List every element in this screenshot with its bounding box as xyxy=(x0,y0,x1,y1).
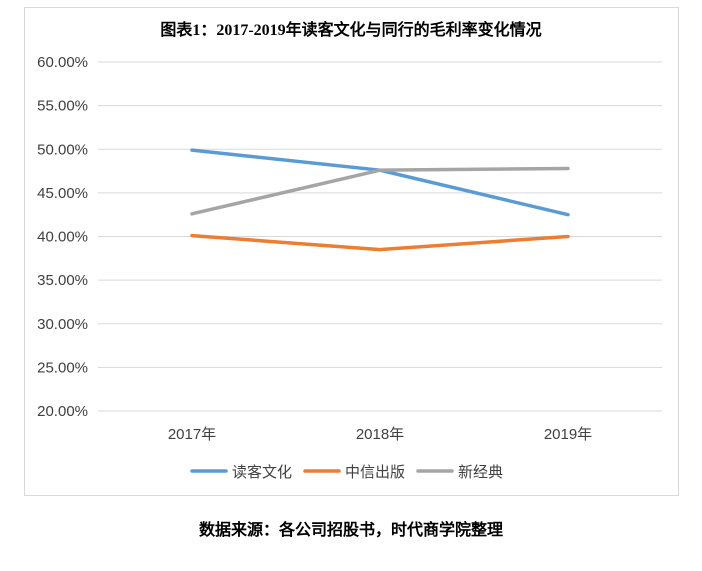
y-tick-label: 45.00% xyxy=(37,185,88,202)
y-tick-label: 20.00% xyxy=(37,403,88,420)
y-tick-label: 40.00% xyxy=(37,229,88,246)
y-tick-label: 60.00% xyxy=(37,54,88,71)
y-tick-label: 55.00% xyxy=(37,98,88,115)
y-tick-label: 35.00% xyxy=(37,272,88,289)
y-tick-label: 30.00% xyxy=(37,316,88,333)
legend-label: 新经典 xyxy=(458,464,503,481)
series-line-3 xyxy=(190,166,570,216)
x-tick-label: 2019年 xyxy=(544,426,592,443)
chart-title: 图表1：2017-2019年读客文化与同行的毛利率变化情况 xyxy=(160,22,542,39)
y-tick-label: 25.00% xyxy=(37,359,88,376)
source-note: 数据来源：各公司招股书，时代商学院整理 xyxy=(198,522,503,539)
x-tick-label: 2017年 xyxy=(168,426,216,443)
legend-label: 读客文化 xyxy=(232,464,292,481)
y-tick-label: 50.00% xyxy=(37,141,88,158)
chart-frame xyxy=(24,7,679,496)
x-tick-label: 2018年 xyxy=(356,426,404,443)
series-line-1 xyxy=(190,148,570,217)
legend-label: 中信出版 xyxy=(345,464,405,481)
series-line-2 xyxy=(190,233,570,252)
